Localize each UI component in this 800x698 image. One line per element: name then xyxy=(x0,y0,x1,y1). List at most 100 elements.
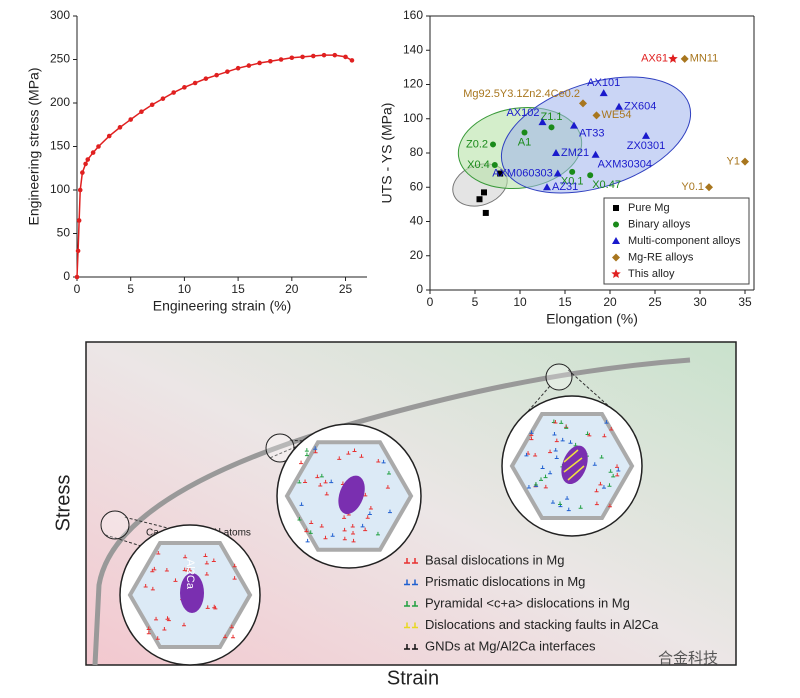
dislocation xyxy=(313,449,318,454)
dislocation xyxy=(203,553,208,557)
y-axis-label: UTS - YS (MPa) xyxy=(379,103,395,204)
x-tick-label: 30 xyxy=(693,295,707,309)
dislocation xyxy=(539,477,544,481)
legend-label: Pyramidal <c+a> dislocations in Mg xyxy=(425,595,630,610)
dislocation xyxy=(315,474,320,479)
zoom-line xyxy=(105,534,142,547)
x-tick-label: 15 xyxy=(558,295,572,309)
y-tick-label: 140 xyxy=(403,42,423,56)
dislocation xyxy=(308,530,313,534)
point xyxy=(476,196,483,203)
point xyxy=(203,76,209,81)
dislocation xyxy=(155,636,160,640)
point xyxy=(569,168,576,175)
dislocation xyxy=(564,425,569,429)
zoom-line xyxy=(522,385,551,418)
x-tick-label: 20 xyxy=(285,282,299,296)
point xyxy=(171,90,176,95)
x-tick-label: 0 xyxy=(427,295,434,309)
legend-box xyxy=(603,197,750,285)
point xyxy=(570,121,578,129)
dislocation xyxy=(598,481,603,486)
dislocation xyxy=(553,448,558,452)
y-tick-label: 60 xyxy=(410,179,424,193)
dislocation xyxy=(231,634,236,639)
dislocation xyxy=(578,505,583,509)
dislocation xyxy=(183,554,188,559)
point xyxy=(680,54,689,63)
dislocation xyxy=(553,420,558,424)
dislocation xyxy=(548,470,553,475)
dislocation xyxy=(608,469,613,473)
dislocation xyxy=(363,527,368,532)
x-tick-label: 15 xyxy=(231,282,245,296)
y-tick-label: 40 xyxy=(410,214,424,228)
zoom-line xyxy=(567,369,622,418)
point xyxy=(225,69,230,74)
dislocation xyxy=(607,483,612,487)
point-label: WE54 xyxy=(602,109,632,121)
dislocation xyxy=(360,523,365,528)
point-label: A1 xyxy=(518,136,531,148)
dislocation xyxy=(386,470,391,475)
dislocation xyxy=(351,538,356,543)
dislocation xyxy=(146,626,151,630)
dislocation xyxy=(299,460,304,465)
dislocation xyxy=(303,479,308,483)
legend-symbol xyxy=(404,579,418,586)
point xyxy=(268,58,273,64)
dislocation xyxy=(529,430,534,434)
point xyxy=(548,124,555,131)
dislocation xyxy=(351,531,356,535)
legend-marker xyxy=(613,221,619,228)
dislocation xyxy=(568,440,573,444)
dislocation xyxy=(599,455,604,459)
dislocation xyxy=(205,605,210,609)
point-label: AX101 xyxy=(587,77,620,89)
dislocation xyxy=(152,566,157,571)
point xyxy=(149,102,155,108)
legend-marker xyxy=(612,237,620,244)
point-label: AX61 xyxy=(641,53,668,65)
point-label: Y1 xyxy=(727,155,740,167)
point xyxy=(128,117,134,122)
point xyxy=(321,52,327,58)
point xyxy=(599,89,608,97)
point xyxy=(615,102,623,110)
dislocation xyxy=(552,431,557,436)
dislocation xyxy=(558,501,563,505)
x-tick-label: 5 xyxy=(127,282,134,296)
dislocation xyxy=(543,484,548,489)
dislocation xyxy=(609,427,614,431)
x-axis-label: Engineering strain (%) xyxy=(153,298,292,314)
point-label: X0.47 xyxy=(592,179,621,191)
dislocation xyxy=(550,500,555,504)
point xyxy=(192,80,198,86)
legend-label: Prismatic dislocations in Mg xyxy=(425,574,585,589)
al2ca-particle xyxy=(180,573,204,613)
dislocation xyxy=(387,509,392,514)
dislocation xyxy=(182,622,187,627)
dislocation xyxy=(319,523,324,528)
y-tick-label: 80 xyxy=(410,145,424,159)
y-tick-label: 120 xyxy=(403,77,423,91)
dislocation xyxy=(533,482,538,486)
dislocation xyxy=(324,491,329,496)
dislocation xyxy=(319,473,324,478)
dislocation xyxy=(381,459,386,464)
dislocation xyxy=(540,465,545,470)
x-tick-label: 10 xyxy=(178,282,192,296)
dislocation xyxy=(594,501,599,506)
dislocation xyxy=(323,535,328,540)
dislocation xyxy=(350,523,355,528)
point-label: AX102 xyxy=(506,107,539,119)
dislocation xyxy=(602,433,607,438)
point xyxy=(543,183,551,191)
y-tick-label: 150 xyxy=(50,139,70,153)
y-tick-label: 200 xyxy=(50,95,70,109)
point xyxy=(77,187,83,193)
point xyxy=(214,72,219,78)
dislocation xyxy=(313,446,318,450)
point xyxy=(552,149,560,156)
dislocation xyxy=(565,496,570,500)
